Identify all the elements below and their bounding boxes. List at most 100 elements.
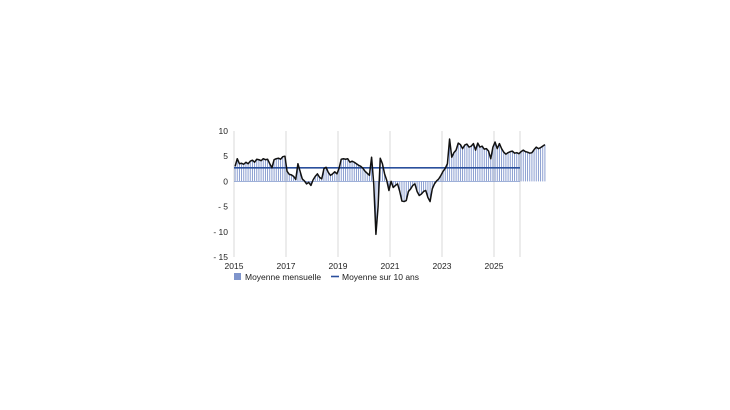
bar bbox=[360, 166, 362, 182]
bar bbox=[275, 158, 277, 182]
bar bbox=[334, 171, 336, 182]
bar bbox=[490, 158, 492, 182]
bar bbox=[431, 181, 433, 189]
bar bbox=[286, 171, 288, 182]
bar bbox=[282, 156, 284, 182]
bar bbox=[425, 181, 427, 191]
bar bbox=[288, 174, 290, 182]
bar bbox=[401, 181, 403, 202]
bar bbox=[277, 158, 279, 182]
bar bbox=[451, 157, 453, 182]
bar bbox=[544, 144, 546, 182]
bar bbox=[269, 163, 271, 182]
bar bbox=[260, 160, 262, 182]
bar bbox=[243, 164, 245, 182]
legend-label-monthly: Moyenne mensuelle bbox=[245, 272, 321, 282]
bar bbox=[470, 146, 472, 182]
bar bbox=[256, 159, 258, 182]
bar bbox=[414, 181, 416, 184]
bar bbox=[345, 159, 347, 182]
x-tick-label: 2023 bbox=[433, 261, 452, 271]
bar bbox=[438, 178, 440, 182]
bar bbox=[371, 157, 373, 182]
bar bbox=[472, 143, 474, 182]
bar bbox=[529, 153, 531, 182]
bar bbox=[440, 175, 442, 182]
bar bbox=[362, 168, 364, 182]
bar bbox=[249, 161, 251, 182]
bar bbox=[405, 181, 407, 201]
bar bbox=[238, 163, 240, 182]
bar bbox=[475, 150, 477, 182]
bar bbox=[479, 147, 481, 182]
bar bbox=[410, 181, 412, 189]
bar bbox=[488, 151, 490, 182]
bar bbox=[533, 149, 535, 182]
bar bbox=[531, 152, 533, 182]
bar bbox=[477, 143, 479, 182]
bar bbox=[258, 159, 260, 182]
bar bbox=[524, 151, 526, 182]
bar bbox=[254, 162, 256, 182]
x-tick-label: 2021 bbox=[381, 261, 400, 271]
bar bbox=[429, 181, 431, 202]
bar bbox=[338, 168, 340, 182]
bar bbox=[403, 181, 405, 202]
y-tick-label: - 10 bbox=[213, 227, 228, 237]
bar bbox=[392, 181, 394, 188]
bar bbox=[384, 173, 386, 182]
bar bbox=[540, 147, 542, 182]
bar bbox=[319, 177, 321, 182]
bar bbox=[444, 168, 446, 182]
bar bbox=[466, 144, 468, 182]
bar bbox=[455, 150, 457, 182]
bar bbox=[492, 147, 494, 182]
bar bbox=[351, 161, 353, 182]
bar bbox=[501, 148, 503, 182]
bar bbox=[321, 178, 323, 182]
gridlines bbox=[233, 131, 521, 257]
bar bbox=[399, 181, 401, 192]
x-tick-label: 2025 bbox=[485, 261, 504, 271]
bar bbox=[297, 163, 299, 182]
bar bbox=[483, 149, 485, 182]
bar bbox=[366, 173, 368, 182]
bar bbox=[271, 167, 273, 182]
bar bbox=[468, 147, 470, 182]
bar bbox=[481, 146, 483, 182]
bar bbox=[423, 181, 425, 192]
bar bbox=[293, 176, 295, 182]
bar bbox=[295, 179, 297, 182]
bar bbox=[247, 163, 249, 182]
bar bbox=[241, 163, 243, 182]
bar bbox=[368, 175, 370, 182]
legend: Moyenne mensuelle Moyenne sur 10 ans bbox=[234, 272, 419, 282]
bar bbox=[459, 144, 461, 182]
bar bbox=[494, 142, 496, 182]
bar bbox=[416, 181, 418, 192]
bar bbox=[375, 181, 377, 235]
bar bbox=[427, 181, 429, 198]
bar bbox=[462, 148, 464, 182]
bar bbox=[251, 160, 253, 182]
bar bbox=[329, 175, 331, 182]
x-tick-label: 2017 bbox=[277, 261, 296, 271]
bar bbox=[355, 163, 357, 182]
bar bbox=[349, 162, 351, 182]
y-axis-ticks: 10 5 0 - 5 - 10 - 15 bbox=[213, 126, 228, 262]
bar bbox=[353, 162, 355, 182]
bar bbox=[234, 166, 236, 182]
y-tick-label: 5 bbox=[223, 151, 228, 161]
bar bbox=[496, 148, 498, 182]
bar bbox=[332, 173, 334, 182]
bar bbox=[301, 178, 303, 182]
bar bbox=[316, 173, 318, 182]
bar bbox=[420, 181, 422, 194]
bar bbox=[299, 171, 301, 182]
bar bbox=[535, 147, 537, 182]
bar bbox=[245, 162, 247, 182]
y-tick-label: - 5 bbox=[218, 202, 228, 212]
bar bbox=[537, 148, 539, 182]
bar bbox=[284, 156, 286, 182]
bar bbox=[358, 165, 360, 182]
